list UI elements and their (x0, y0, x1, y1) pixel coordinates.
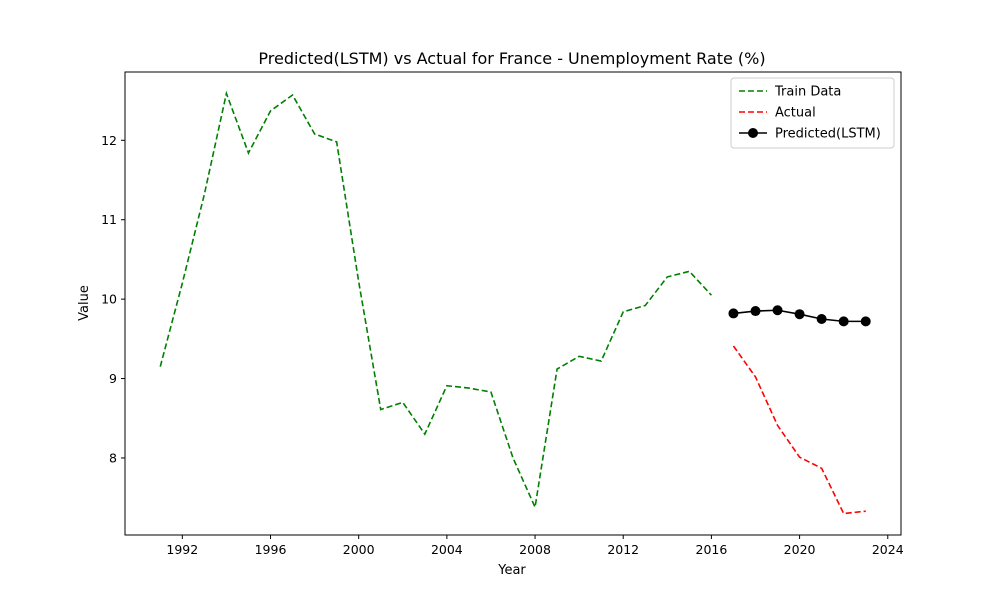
plot-frame (124, 71, 902, 536)
plot-area (124, 71, 902, 536)
x-tick-label: 2012 (607, 542, 639, 557)
series-line-0 (159, 90, 712, 510)
y-tick-label: 11 (101, 212, 117, 227)
legend-marker (748, 128, 758, 138)
data-point (750, 306, 761, 317)
data-point (794, 309, 805, 320)
y-tick-label: 12 (101, 133, 117, 148)
data-point (838, 316, 849, 327)
x-tick-label: 2000 (343, 542, 375, 557)
y-tick-label: 10 (101, 292, 117, 307)
y-axis-label: Value (77, 285, 92, 321)
x-tick-label: 2008 (519, 542, 551, 557)
legend-label: Actual (775, 106, 816, 121)
data-point (816, 313, 827, 324)
legend: Train Data Actual Predicted(LSTM) (730, 77, 895, 149)
y-axis: 8 9 10 11 12 (101, 133, 125, 465)
x-tick-label: 2024 (872, 542, 904, 557)
x-tick-label: 2020 (784, 542, 816, 557)
legend-label: Predicted(LSTM) (775, 127, 881, 142)
x-axis-label: Year (497, 563, 526, 578)
data-point (772, 305, 783, 316)
x-tick-label: 2016 (696, 542, 728, 557)
data-point (728, 308, 739, 319)
series-line-1 (732, 345, 866, 515)
x-tick-label: 1992 (166, 542, 198, 557)
x-axis: 1992 1996 2000 2004 2008 2012 2016 2020 2024 (166, 535, 904, 557)
x-tick-label: 2004 (431, 542, 463, 557)
legend-label: Train Data (774, 85, 841, 100)
data-point (860, 316, 871, 327)
chart-title: Predicted(LSTM) vs Actual for France - U… (258, 49, 765, 68)
y-tick-label: 8 (109, 450, 117, 465)
y-tick-label: 9 (109, 371, 117, 386)
x-tick-label: 1996 (255, 542, 287, 557)
legend-box (730, 77, 895, 149)
